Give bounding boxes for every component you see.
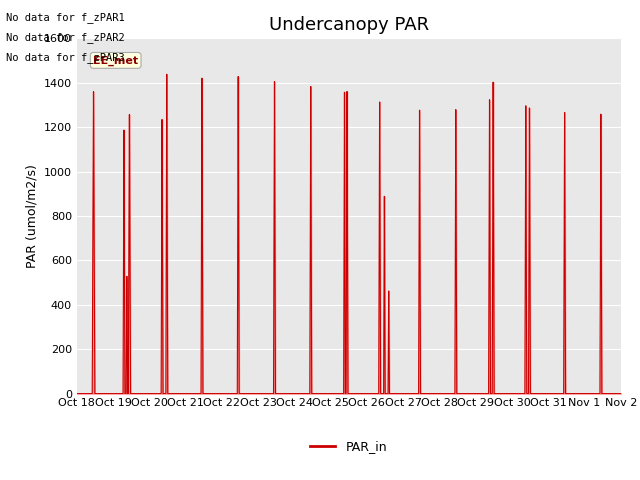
Text: No data for f_zPAR2: No data for f_zPAR2 [6, 32, 125, 43]
Title: Undercanopy PAR: Undercanopy PAR [269, 16, 429, 34]
Y-axis label: PAR (umol/m2/s): PAR (umol/m2/s) [25, 164, 38, 268]
Text: No data for f_zPAR1: No data for f_zPAR1 [6, 12, 125, 23]
Legend: PAR_in: PAR_in [305, 435, 392, 458]
Text: No data for f_zPAR3: No data for f_zPAR3 [6, 52, 125, 63]
Text: EE_met: EE_met [93, 55, 138, 66]
